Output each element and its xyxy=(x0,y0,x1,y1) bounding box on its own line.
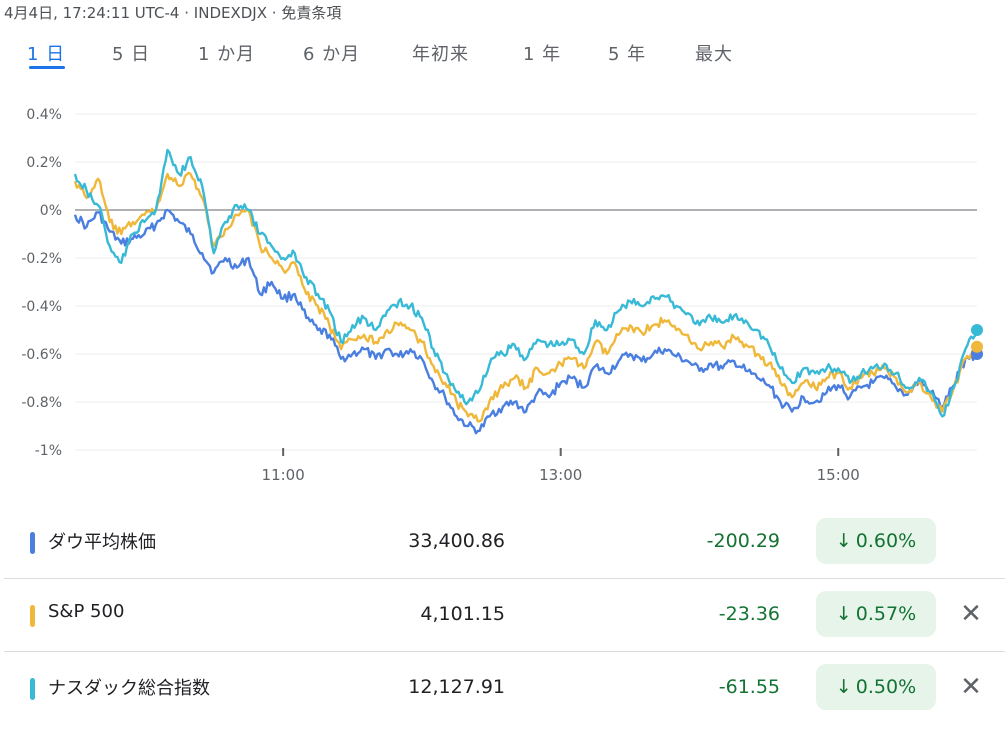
index-name: S&P 500 xyxy=(48,601,125,622)
intraday-chart[interactable]: 0.4%0.2%0%-0.2%-0.4%-0.6%-0.8%-1% 11:00 1… xyxy=(0,90,1005,500)
list-item[interactable]: S&P 500 4,101.15 -23.36 ↓ 0.57% ✕ xyxy=(4,578,1005,651)
close-icon[interactable]: ✕ xyxy=(960,672,982,702)
down-arrow-icon: ↓ xyxy=(835,676,852,698)
down-arrow-icon: ↓ xyxy=(835,603,852,625)
close-icon[interactable]: ✕ xyxy=(960,599,982,629)
tab-ytd[interactable]: 年初来 xyxy=(412,44,469,65)
index-price: 33,400.86 xyxy=(408,530,505,552)
y-tick-label: 0.2% xyxy=(26,155,62,171)
x-axis: 11:00 13:00 15:00 xyxy=(262,448,860,484)
percent-change-badge: ↓ 0.57% xyxy=(816,591,936,637)
active-tab-indicator xyxy=(29,66,65,69)
index-change: -23.36 xyxy=(718,603,780,625)
header-separator: · xyxy=(271,4,277,22)
range-tabs: 1 日 5 日 1 か月 6 か月 年初来 1 年 5 年 最大 xyxy=(0,36,1005,76)
percent-change-value: 0.57% xyxy=(855,603,917,625)
tab-5d[interactable]: 5 日 xyxy=(112,44,151,65)
chart-grid xyxy=(75,113,977,451)
tab-6m[interactable]: 6 か月 xyxy=(303,44,361,65)
percent-change-badge: ↓ 0.50% xyxy=(816,664,936,710)
index-change: -61.55 xyxy=(718,676,780,698)
index-price: 12,127.91 xyxy=(408,676,505,698)
disclaimer-link[interactable]: 免責条項 xyxy=(281,4,342,22)
series-color-swatch xyxy=(30,532,35,554)
index-change: -200.29 xyxy=(706,530,780,552)
series-lines xyxy=(73,148,979,435)
list-item[interactable]: ダウ平均株価 33,400.86 -200.29 ↓ 0.60% xyxy=(4,506,1005,578)
series-end-dot-3 xyxy=(971,324,983,336)
header-symbol: INDEXDJX xyxy=(193,4,267,22)
y-tick-label: -0.8% xyxy=(21,395,62,411)
tab-max[interactable]: 最大 xyxy=(695,44,733,65)
percent-change-value: 0.60% xyxy=(855,530,917,552)
series-color-swatch xyxy=(30,605,35,627)
y-tick-label: -1% xyxy=(35,443,62,459)
chart-header: 4月4日, 17:24:11 UTC-4 · INDEXDJX · 免責条項 xyxy=(4,2,341,23)
down-arrow-icon: ↓ xyxy=(835,530,852,552)
series-line-1 xyxy=(73,208,978,435)
tab-1m[interactable]: 1 か月 xyxy=(198,44,256,65)
index-list: ダウ平均株価 33,400.86 -200.29 ↓ 0.60% S&P 500… xyxy=(4,506,1005,724)
x-tick-label: 15:00 xyxy=(817,466,860,484)
y-tick-label: -0.4% xyxy=(21,299,62,315)
index-price: 4,101.15 xyxy=(420,603,505,625)
y-tick-label: -0.2% xyxy=(21,251,62,267)
percent-change-badge: ↓ 0.60% xyxy=(816,518,936,564)
index-name: ナスダック総合指数 xyxy=(48,678,210,699)
x-tick-label: 13:00 xyxy=(539,466,582,484)
tab-1y[interactable]: 1 年 xyxy=(523,44,562,65)
x-tick-label: 11:00 xyxy=(262,466,305,484)
y-axis: 0.4% 0.2% 0% -0.2% -0.4% -0.6% -0.8% -1% xyxy=(21,107,62,459)
y-tick-label: 0.4% xyxy=(26,107,62,123)
header-datetime: 4月4日, 17:24:11 UTC-4 xyxy=(4,4,180,22)
index-name: ダウ平均株価 xyxy=(48,532,156,553)
series-line-3 xyxy=(73,148,979,418)
y-tick-label: -0.6% xyxy=(21,347,62,363)
percent-change-value: 0.50% xyxy=(855,676,917,698)
series-end-dot-2 xyxy=(971,340,983,353)
series-color-swatch xyxy=(30,678,35,700)
tab-5y[interactable]: 5 年 xyxy=(608,44,647,65)
list-item[interactable]: ナスダック総合指数 12,127.91 -61.55 ↓ 0.50% ✕ xyxy=(4,651,1005,724)
tab-1d[interactable]: 1 日 xyxy=(27,44,66,65)
series-line-2 xyxy=(73,171,979,423)
header-separator: · xyxy=(184,4,190,22)
series-end-dots xyxy=(971,324,983,360)
y-tick-label: 0% xyxy=(40,203,62,219)
